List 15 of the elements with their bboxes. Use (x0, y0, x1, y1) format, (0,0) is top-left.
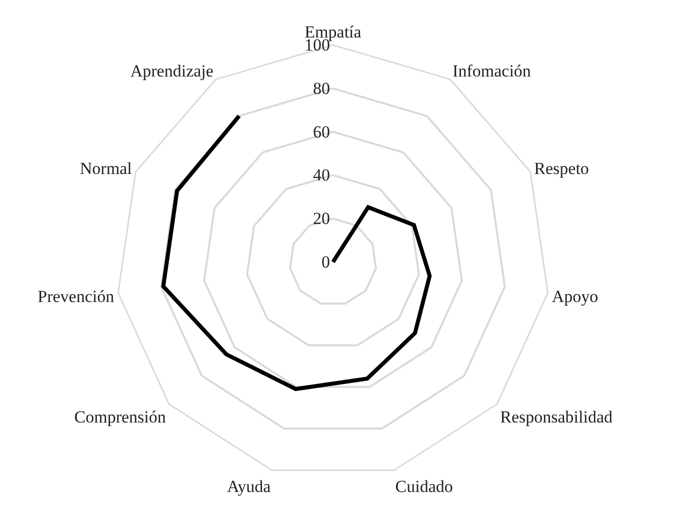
spoke-label: Respeto (534, 159, 589, 178)
spoke-label: Prevención (38, 286, 115, 306)
spoke-label: Comprensión (74, 407, 166, 426)
spoke-label: Normal (80, 159, 132, 178)
y-tick-label: 60 (312, 122, 330, 142)
y-tick-label: 40 (312, 166, 330, 185)
spoke-label: Cuidado (395, 477, 453, 496)
spoke-label: Apoyo (552, 286, 598, 306)
spoke-label: Infomación (452, 61, 532, 80)
y-tick-label: 20 (312, 209, 330, 228)
y-tick-label: 0 (321, 252, 330, 272)
spoke-label: Responsabilidad (500, 407, 614, 426)
y-tick-label: 80 (312, 78, 330, 98)
spoke-label: Ayuda (226, 477, 272, 496)
spoke-label: Aprendizaje (130, 61, 214, 80)
